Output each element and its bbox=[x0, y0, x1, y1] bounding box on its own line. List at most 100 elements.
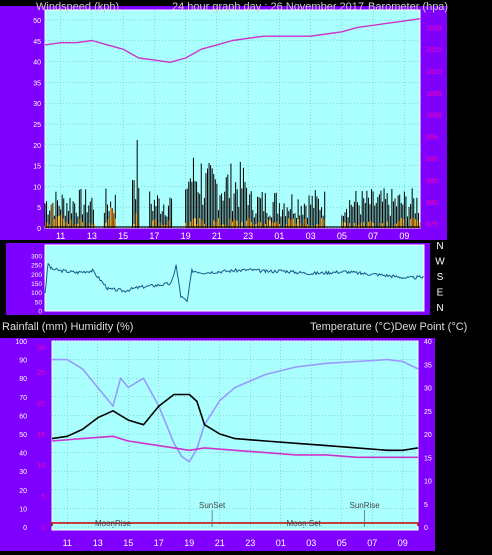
temp-tick: 20 bbox=[424, 432, 432, 439]
temperature-line bbox=[51, 393, 419, 452]
event-label: SunRise bbox=[350, 501, 381, 510]
top-x-tick: 07 bbox=[368, 231, 378, 241]
humidity-tick: 70 bbox=[19, 395, 27, 402]
top-x-tick: 01 bbox=[274, 231, 284, 241]
top-x-tick: 15 bbox=[118, 231, 128, 241]
humidity-tick: 50 bbox=[19, 432, 27, 439]
top-x-tick: 19 bbox=[181, 231, 191, 241]
humidity-tick: 100 bbox=[15, 339, 27, 346]
temp-tick: 0 bbox=[424, 525, 428, 532]
temp-tick: 30 bbox=[424, 386, 432, 393]
top-right-tick: 995 bbox=[426, 134, 438, 141]
top-x-tick: 05 bbox=[337, 231, 347, 241]
header-center: 24 hour graph day : 26 November 2017 bbox=[172, 1, 364, 13]
top-left-tick: 50 bbox=[33, 18, 41, 25]
top-x-tick: 03 bbox=[306, 231, 316, 241]
top-right-tick: 1005 bbox=[426, 91, 442, 98]
top-right-tick: 980 bbox=[426, 200, 438, 207]
top-right-tick: 1010 bbox=[426, 69, 442, 76]
dir-left-tick: 50 bbox=[35, 299, 43, 306]
dir-left-tick: 200 bbox=[31, 272, 42, 279]
top-right-tick: 1000 bbox=[426, 113, 442, 120]
header-right: Barometer (hpa) bbox=[368, 1, 448, 13]
top-right-tick: 985 bbox=[426, 178, 438, 185]
bottom-x-tick: 05 bbox=[337, 538, 347, 548]
dir-left-tick: 0 bbox=[38, 309, 42, 316]
dir-left-tick: 100 bbox=[31, 290, 42, 297]
top-left-tick: 10 bbox=[33, 184, 41, 191]
humidity-tick: 40 bbox=[19, 451, 27, 458]
event-label: SunSet bbox=[199, 501, 226, 510]
bottom-x-tick: 07 bbox=[367, 538, 377, 548]
humidity-rain-label: Rainfall (mm) Humidity (%) bbox=[2, 321, 133, 333]
top-right-tick: 1015 bbox=[426, 47, 442, 54]
barometer-line bbox=[44, 18, 421, 63]
humidity-tick: 90 bbox=[19, 358, 27, 365]
top-left-tick: 30 bbox=[33, 101, 41, 108]
header-left: Windspeed (kph) bbox=[36, 1, 119, 13]
dir-compass-tick: N bbox=[436, 241, 443, 252]
rainfall-tick: 20 bbox=[37, 401, 45, 408]
bottom-x-tick: 11 bbox=[63, 538, 72, 548]
bottom-x-tick: 01 bbox=[276, 538, 286, 548]
top-right-tick: 1020 bbox=[426, 25, 442, 32]
temp-tick: 5 bbox=[424, 502, 428, 509]
top-left-tick: 5 bbox=[37, 205, 41, 212]
dir-left-tick: 300 bbox=[31, 254, 42, 261]
dir-left-tick: 250 bbox=[31, 263, 42, 270]
top-x-tick: 11 bbox=[56, 231, 65, 241]
top-left-tick: 15 bbox=[33, 164, 41, 171]
top-x-tick: 13 bbox=[87, 231, 97, 241]
dewpoint-line bbox=[51, 435, 418, 459]
temp-tick: 35 bbox=[424, 362, 432, 369]
dir-panel-plot bbox=[44, 244, 425, 312]
top-x-tick: 21 bbox=[212, 231, 222, 241]
dir-compass-tick: W bbox=[435, 257, 445, 268]
top-left-tick: 35 bbox=[33, 80, 41, 87]
bottom-x-tick: 15 bbox=[123, 538, 133, 548]
bottom-x-tick: 21 bbox=[215, 538, 225, 548]
bottom-x-tick: 03 bbox=[306, 538, 316, 548]
humidity-tick: 20 bbox=[19, 488, 27, 495]
temp-tick: 15 bbox=[424, 455, 432, 462]
top-left-tick: 45 bbox=[33, 39, 41, 46]
dir-compass-tick: E bbox=[437, 288, 444, 299]
temp-tick: 25 bbox=[424, 409, 432, 416]
humidity-tick: 80 bbox=[19, 376, 27, 383]
wind-direction-line bbox=[44, 262, 424, 303]
bottom-x-tick: 19 bbox=[184, 538, 194, 548]
event-label: Moon Set bbox=[287, 519, 322, 528]
temp-tick: 40 bbox=[424, 339, 432, 346]
temp-dew-label: Temperature (°C)Dew Point (°C) bbox=[310, 321, 467, 333]
bottom-x-tick: 09 bbox=[398, 538, 408, 548]
temp-tick: 10 bbox=[424, 479, 432, 486]
dir-left-tick: 150 bbox=[31, 281, 42, 288]
rainfall-tick: 10 bbox=[37, 463, 45, 470]
rainfall-tick: 5 bbox=[41, 494, 45, 501]
humidity-tick: 0 bbox=[23, 525, 27, 532]
humidity-line bbox=[52, 358, 419, 463]
chart-marks: 0510152025303540455097598098599099510001… bbox=[15, 10, 445, 548]
bottom-x-tick: 17 bbox=[154, 538, 164, 548]
top-right-tick: 990 bbox=[426, 156, 438, 163]
bottom-panel-plot bbox=[51, 340, 419, 531]
top-x-tick: 17 bbox=[149, 231, 159, 241]
top-x-tick: 23 bbox=[243, 231, 253, 241]
dir-compass-tick: N bbox=[436, 303, 443, 314]
bottom-x-tick: 13 bbox=[93, 538, 103, 548]
bottom-x-tick: 23 bbox=[245, 538, 255, 548]
humidity-tick: 30 bbox=[19, 469, 27, 476]
top-right-tick: 975 bbox=[426, 222, 438, 229]
rainfall-tick: 30 bbox=[37, 345, 45, 352]
rainfall-tick: 15 bbox=[37, 432, 45, 439]
rainfall-tick: 25 bbox=[37, 370, 45, 377]
humidity-tick: 10 bbox=[19, 506, 27, 513]
rainfall-tick: 0 bbox=[41, 525, 45, 532]
top-left-tick: 40 bbox=[33, 60, 41, 67]
humidity-tick: 60 bbox=[19, 413, 27, 420]
event-label: MoonRise bbox=[95, 519, 132, 528]
top-x-tick: 09 bbox=[399, 231, 409, 241]
dir-compass-tick: S bbox=[437, 272, 444, 283]
